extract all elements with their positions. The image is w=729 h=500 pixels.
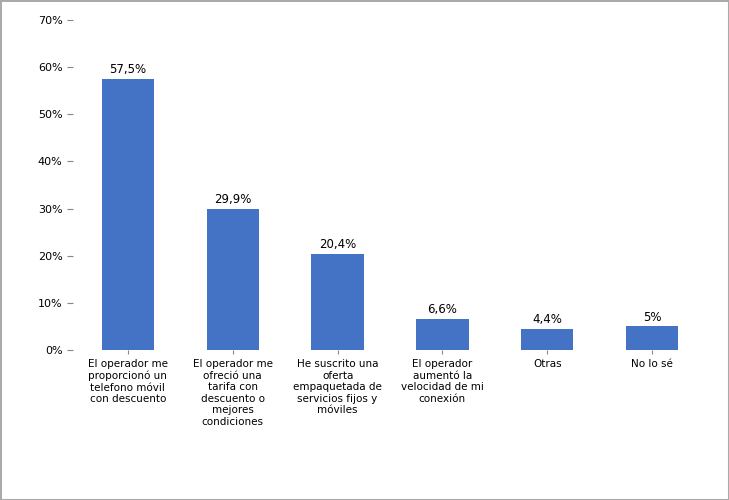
Bar <box>626 326 678 350</box>
Text: 5%: 5% <box>643 310 661 324</box>
Bar <box>206 209 259 350</box>
Text: 4,4%: 4,4% <box>532 314 562 326</box>
Bar <box>102 79 154 350</box>
Text: 57,5%: 57,5% <box>109 63 147 76</box>
Text: 6,6%: 6,6% <box>427 303 457 316</box>
Text: 29,9%: 29,9% <box>214 193 252 206</box>
Bar <box>416 319 469 350</box>
Bar <box>311 254 364 350</box>
Bar <box>521 330 574 350</box>
Text: 20,4%: 20,4% <box>319 238 356 251</box>
